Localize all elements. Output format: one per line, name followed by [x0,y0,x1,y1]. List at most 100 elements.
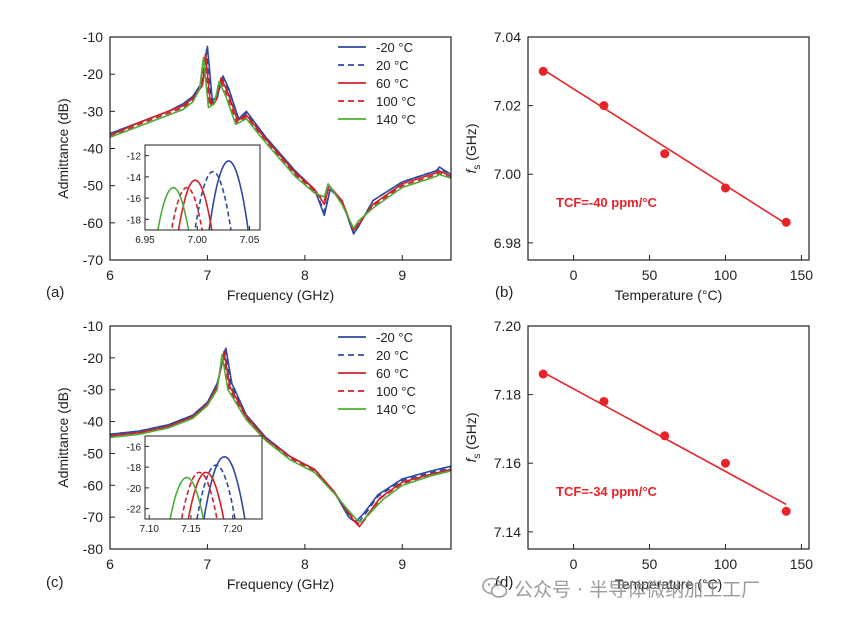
x-tick-label: 8 [301,267,309,283]
plot-area [110,347,451,528]
inset-x-tick-label: 7.10 [139,524,159,535]
x-tick-label: 9 [398,556,406,572]
y-tick-label: -70 [83,509,103,525]
legend-label: 140 °C [376,402,416,417]
panel-label: (c) [46,574,64,591]
y-tick-label: 6.98 [494,235,521,251]
x-tick-label: 50 [642,267,658,283]
panel-label: (a) [46,284,64,301]
x-axis-label: Frequency (GHz) [227,287,334,303]
y-tick-label: -20 [83,350,103,366]
y-axis-label-subscript: s [472,454,483,459]
y-tick-label: -30 [83,382,103,398]
y-axis-label: fs (GHz) [463,123,483,173]
panel-label: (b) [495,284,513,301]
y-axis-label-unit: (GHz) [463,412,479,453]
y-axis-label-symbol: f [463,168,479,174]
inset-series-line [203,455,246,519]
data-point [599,101,609,111]
y-tick-label: -20 [83,66,103,82]
x-tick-label: 150 [790,267,814,283]
inset-y-tick-label: -12 [127,152,142,163]
fit-line [542,68,787,225]
series-line [110,353,451,523]
y-tick-label: 7.20 [494,318,521,334]
legend-label: 140 °C [376,112,416,127]
y-tick-label: -40 [83,414,103,430]
inset-background [145,436,262,519]
x-axis-label: Temperature (°C) [615,287,723,303]
series-line [110,49,451,233]
plot-frame [527,36,810,261]
y-axis-label-unit: (GHz) [463,123,479,164]
x-tick-label: 50 [642,556,658,572]
inset-x-tick-label: 7.00 [188,235,208,246]
data-point [660,431,670,441]
x-tick-label: 0 [570,267,578,283]
plot-frame [109,36,452,261]
inset-series-line [170,186,204,230]
plot-area [110,45,451,235]
y-tick-label: -40 [83,141,103,157]
y-tick-label: 7.02 [494,98,521,114]
x-tick-label: 8 [301,556,309,572]
x-tick-label: 0 [570,556,578,572]
y-tick-label: -60 [83,477,103,493]
data-point [660,149,670,159]
legend-label: 100 °C [376,384,416,399]
watermark-text: 公众号 · 半导体微纳加工工厂 [514,578,761,601]
inset-frame [144,435,263,520]
x-tick-label: 6 [106,556,114,572]
data-point [781,217,791,227]
plot-area [538,66,791,227]
y-axis-label: Admittance (dB) [55,98,71,198]
inset-plot-area [169,455,246,519]
inset-series-line [157,186,190,230]
plot-area [538,369,791,516]
series-line [110,352,451,526]
x-axis-label: Frequency (GHz) [227,576,334,592]
inset-series-line [208,160,249,230]
inset-series-line [180,471,218,519]
y-tick-label: 7.00 [494,166,521,182]
inset-y-tick-label: -18 [127,215,142,226]
x-tick-label: 7 [204,556,212,572]
data-point [538,66,548,76]
data-point [538,369,548,379]
chart-panel-d: (d)0 50 100 1507.147.167.187.20Temperature … [463,318,813,592]
inset-chart: 7.10 7.15 7.20 -22 -20 -18 -16 [127,435,263,535]
legend-label: 100 °C [376,94,416,109]
inset-series-line [194,170,232,230]
inset-y-tick-label: -14 [127,173,142,184]
plot-frame [527,325,810,550]
data-point [720,183,730,193]
y-axis-label: Admittance (dB) [55,387,71,487]
inset-series-line [169,476,205,519]
y-tick-label: -60 [83,215,103,231]
inset-x-tick-label: 7.20 [223,524,243,535]
x-tick-label: 150 [790,556,814,572]
inset-x-tick-label: 7.05 [240,235,260,246]
inset-y-tick-label: -16 [127,442,142,453]
inset-x-tick-label: 6.95 [135,235,155,246]
legend-label: 60 °C [376,366,409,381]
inset-y-tick-label: -18 [127,463,142,474]
tcf-annotation: TCF=-34 ppm/°C [556,484,658,499]
y-tick-label: 7.14 [494,524,521,540]
x-tick-label: 100 [714,267,738,283]
y-tick-label: -30 [83,103,103,119]
inset-series-line [177,179,213,230]
inset-x-tick-label: 7.15 [181,524,201,535]
inset-plot-area [157,160,249,230]
legend-label: 60 °C [376,76,409,91]
legend-label: 20 °C [376,58,409,73]
tcf-annotation: TCF=-40 ppm/°C [556,195,658,210]
x-tick-label: 7 [204,267,212,283]
data-point [599,396,609,406]
data-point [781,506,791,516]
inset-y-tick-label: -22 [127,505,142,516]
chart-panel-c: (c) 6 7 8 9 -80 -70 -60 -50 -40 -30 -20 -10 Frequency… [46,318,452,592]
x-tick-label: 9 [398,267,406,283]
inset-y-tick-label: -20 [127,484,142,495]
